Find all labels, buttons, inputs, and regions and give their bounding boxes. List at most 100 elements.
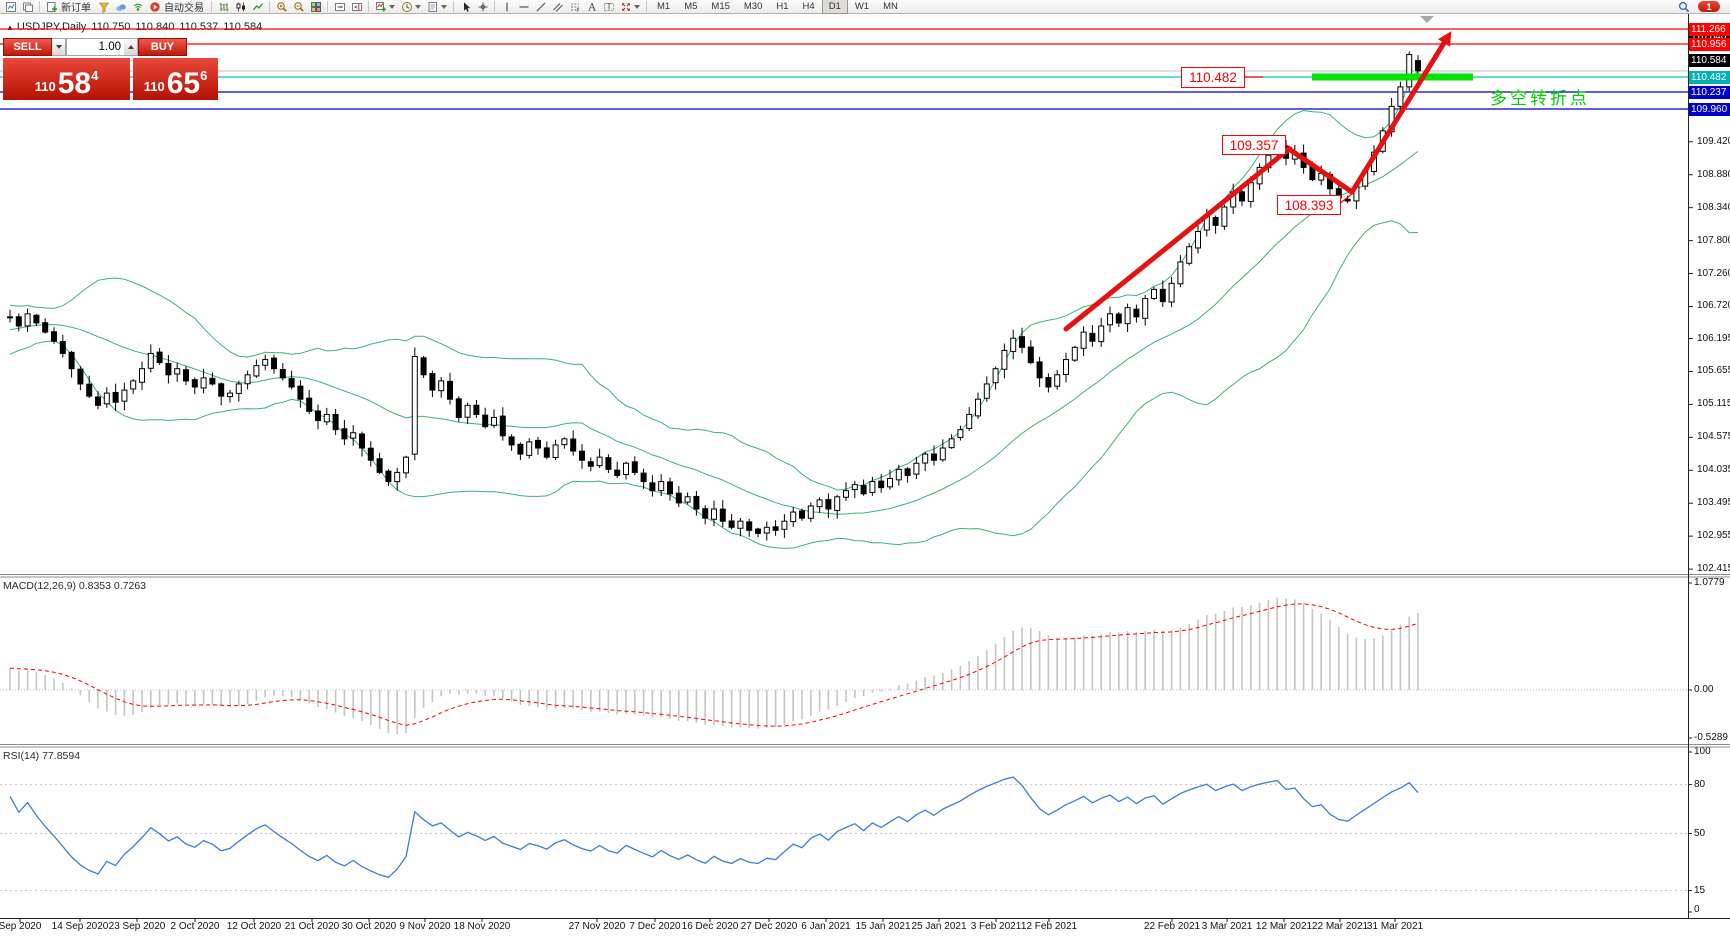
rsi-indicator-label: RSI(14) 77.8594 bbox=[3, 750, 81, 762]
macd-tick-label: 1.0779 bbox=[1694, 577, 1725, 588]
sell-price-button[interactable]: 110 58 4 bbox=[3, 58, 130, 100]
x-axis-label: 18 Nov 2020 bbox=[453, 921, 511, 932]
templates-icon[interactable] bbox=[424, 0, 441, 13]
x-axis-label: 27 Nov 2020 bbox=[568, 921, 626, 932]
x-axis-label: 7 Dec 2020 bbox=[629, 921, 681, 932]
rsi-tick-label: 100 bbox=[1694, 746, 1711, 757]
toolbar-separator bbox=[269, 1, 270, 12]
timeframe-button-m1[interactable]: M1 bbox=[657, 1, 671, 12]
indicators-icon[interactable] bbox=[372, 0, 389, 13]
arrows-icon[interactable] bbox=[617, 0, 634, 13]
one-click-trading-panel: SELL BUY 110 58 4 110 65 6 bbox=[3, 38, 218, 100]
timeframe-button-h4[interactable]: H4 bbox=[802, 1, 815, 12]
crosshair-icon[interactable] bbox=[474, 0, 491, 13]
autotrade-icon[interactable] bbox=[146, 0, 163, 13]
x-axis-label: 30 Oct 2020 bbox=[341, 921, 397, 932]
price-tick-label: 105.655 bbox=[1697, 365, 1730, 377]
zoom-in-icon[interactable] bbox=[273, 0, 290, 13]
svg-text:F: F bbox=[576, 8, 579, 13]
timeframe-button-d1[interactable]: D1 bbox=[821, 0, 848, 14]
sell-price-prefix: 110 bbox=[34, 79, 56, 94]
x-axis-label: 12 Feb 2021 bbox=[1020, 921, 1078, 932]
periods-icon[interactable] bbox=[398, 0, 415, 13]
signals-icon[interactable] bbox=[129, 0, 146, 13]
auto-scroll-icon[interactable] bbox=[331, 0, 348, 13]
timeframe-button-mn[interactable]: MN bbox=[883, 1, 898, 12]
timeframe-button-w1[interactable]: W1 bbox=[854, 1, 870, 12]
vertical-line-icon[interactable] bbox=[498, 0, 515, 13]
axis-price-badge: 110.956 bbox=[1689, 37, 1730, 51]
swing-high-price-label[interactable]: 109.357 bbox=[1222, 135, 1286, 155]
equidistant-channel-icon[interactable] bbox=[549, 0, 566, 13]
x-axis-label: 12 Mar 2021 bbox=[1255, 921, 1313, 932]
dropdown-caret-icon[interactable] bbox=[441, 4, 447, 9]
horizontal-level-lines[interactable] bbox=[0, 28, 1688, 110]
resistance-price-label[interactable]: 110.482 bbox=[1181, 67, 1245, 88]
rsi-pane bbox=[0, 776, 1688, 892]
price-tick-label: 107.800 bbox=[1697, 234, 1730, 246]
toolbar-separator bbox=[453, 1, 454, 12]
cursor-icon[interactable] bbox=[457, 0, 474, 13]
sell-price-main: 58 bbox=[57, 67, 92, 100]
price-tick-label: 109.420 bbox=[1697, 135, 1730, 147]
new-order-icon[interactable] bbox=[43, 0, 60, 13]
ohlc-high: 110.840 bbox=[135, 21, 175, 33]
dropdown-caret-icon[interactable] bbox=[634, 4, 640, 9]
x-axis-label: 9 Nov 2020 bbox=[399, 921, 451, 932]
search-icon[interactable] bbox=[1675, 0, 1692, 13]
auto-trading-label[interactable]: 自动交易 bbox=[164, 3, 204, 14]
trendline-icon[interactable] bbox=[532, 0, 549, 13]
rsi-tick-label: 15 bbox=[1694, 884, 1706, 896]
horizontal-line-icon[interactable] bbox=[515, 0, 532, 13]
volume-increase-button[interactable] bbox=[124, 38, 138, 56]
sell-button[interactable]: SELL bbox=[3, 38, 52, 56]
x-axis-label: 6 Jan 2021 bbox=[801, 921, 851, 932]
profiles-icon[interactable] bbox=[19, 0, 36, 13]
price-tick-label: 108.880 bbox=[1697, 168, 1730, 180]
timeframe-button-m5[interactable]: M5 bbox=[684, 1, 698, 12]
marker-triangle-icon[interactable] bbox=[1420, 16, 1434, 23]
tile-windows-icon[interactable] bbox=[307, 0, 324, 13]
toolbar-separator bbox=[39, 1, 40, 12]
zoom-out-icon[interactable] bbox=[290, 0, 307, 13]
x-axis-label: 22 Mar 2021 bbox=[1311, 921, 1369, 932]
axis-price-badge: 110.482 bbox=[1689, 70, 1730, 84]
svg-text:T: T bbox=[605, 2, 611, 11]
trend-zigzag-arrow[interactable] bbox=[1063, 40, 1447, 332]
line-chart-icon[interactable] bbox=[249, 0, 266, 13]
timeframe-button-h1[interactable]: H1 bbox=[776, 1, 789, 12]
notification-badge[interactable]: 1 bbox=[1698, 1, 1720, 12]
dropdown-caret-icon[interactable] bbox=[389, 4, 395, 9]
community-icon[interactable] bbox=[112, 0, 129, 13]
volume-decrease-button[interactable] bbox=[52, 38, 66, 56]
x-axis-label: 3 Feb 2021 bbox=[970, 921, 1022, 932]
ohlc-bars-icon[interactable] bbox=[215, 0, 232, 13]
chart-shift-icon[interactable] bbox=[348, 0, 365, 13]
macd-pane bbox=[0, 597, 1688, 735]
volume-input[interactable] bbox=[66, 38, 124, 56]
swing-low-price-label[interactable]: 108.393 bbox=[1277, 195, 1341, 215]
timeframe-button-m15[interactable]: M15 bbox=[711, 1, 730, 12]
x-axis-label: 23 Sep 2020 bbox=[108, 921, 166, 932]
triangle-up-icon bbox=[127, 45, 134, 49]
candlestick-icon[interactable] bbox=[232, 0, 249, 13]
support-zone-bar[interactable] bbox=[1312, 73, 1473, 81]
price-tick-label: 105.115 bbox=[1697, 398, 1730, 410]
dropdown-caret-icon[interactable] bbox=[415, 4, 421, 9]
text-icon[interactable]: A bbox=[583, 0, 600, 13]
timeframe-button-m30[interactable]: M30 bbox=[743, 1, 763, 12]
buy-price-button[interactable]: 110 65 6 bbox=[133, 58, 218, 100]
price-tick-label: 104.035 bbox=[1697, 464, 1730, 476]
buy-button[interactable]: BUY bbox=[138, 38, 187, 56]
text-label-icon[interactable]: T bbox=[600, 0, 617, 13]
sell-price-pip: 4 bbox=[91, 68, 99, 83]
new-chart-icon[interactable] bbox=[2, 0, 19, 13]
turning-point-annotation[interactable]: 多空转折点 bbox=[1490, 89, 1590, 108]
symbol-info-line: ▲ USDJPY,Daily 110.750 110.840 110.537 110.58… bbox=[6, 21, 267, 33]
fibonacci-icon[interactable]: F bbox=[566, 0, 583, 13]
funnel-icon[interactable] bbox=[95, 0, 112, 13]
x-axis-label: 22 Feb 2021 bbox=[1143, 921, 1201, 932]
new-order-label[interactable]: 新订单 bbox=[61, 3, 91, 14]
